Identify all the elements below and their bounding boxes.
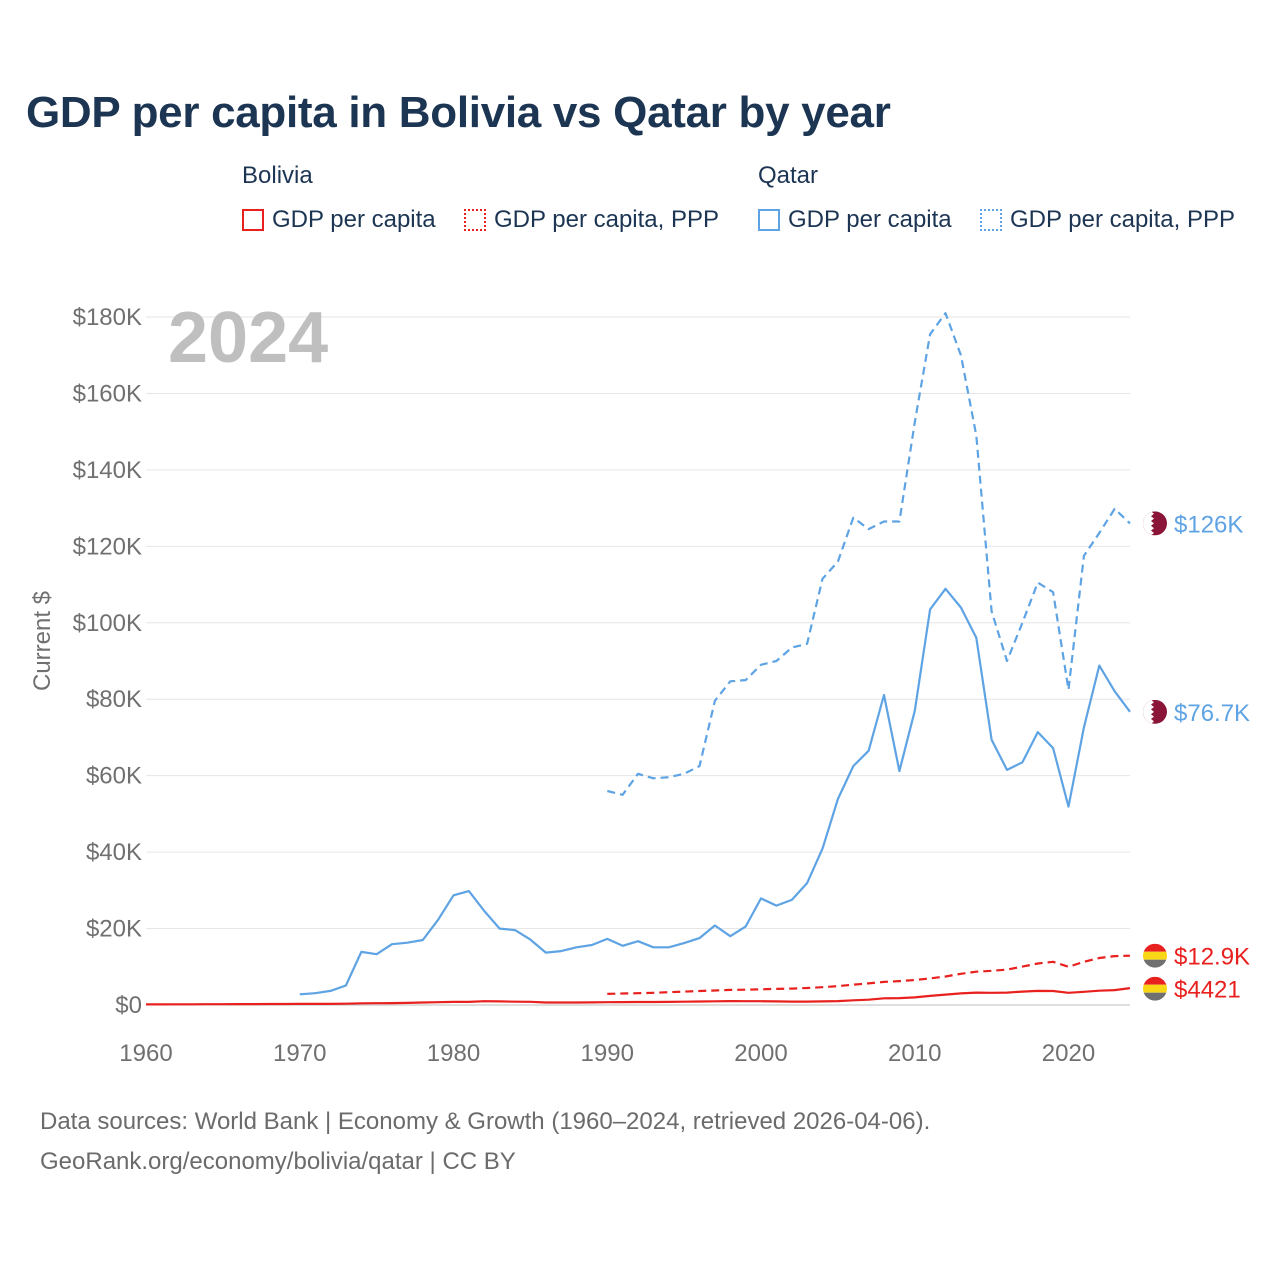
footer-sources: Data sources: World Bank | Economy & Gro… — [40, 1108, 931, 1135]
grid-lines — [146, 316, 1130, 1006]
y-axis-title: Current $ — [29, 591, 56, 691]
bolivia-flag-icon — [1143, 976, 1167, 1001]
x-tick-label: 1990 — [581, 1040, 634, 1067]
end-labels: $126K $76.7K $12.9K $4421 — [1143, 511, 1250, 1004]
x-tick-label: 1960 — [119, 1040, 172, 1067]
y-tick-label: $60K — [86, 763, 142, 790]
y-tick-label: $80K — [86, 686, 142, 713]
year-watermark: 2024 — [168, 298, 328, 378]
series-line-qatar_gdp — [299, 587, 1131, 996]
y-tick-label: $140K — [73, 457, 142, 484]
legend-label: GDP per capita, PPP — [494, 206, 719, 233]
series-line-qatar_ppp — [607, 312, 1131, 796]
legend-item-qatar-ppp[interactable]: GDP per capita, PPP — [980, 204, 1235, 236]
end-label-bolivia_gdp: $4421 — [1174, 977, 1241, 1004]
bolivia-flag-icon — [1143, 943, 1167, 968]
legend-label: GDP per capita — [788, 206, 952, 233]
legend-group-qatar: Qatar — [758, 162, 819, 189]
x-tick-label: 2020 — [1042, 1040, 1095, 1067]
x-tick-label: 2010 — [888, 1040, 941, 1067]
end-label-bolivia_ppp: $12.9K — [1174, 944, 1250, 971]
legend-label: GDP per capita, PPP — [1010, 206, 1235, 233]
series-line-bolivia_ppp — [607, 954, 1131, 995]
end-label-qatar_ppp: $126K — [1174, 511, 1243, 538]
series-line-bolivia_gdp — [146, 987, 1131, 1006]
legend-item-bolivia-gdp[interactable]: GDP per capita — [242, 204, 436, 236]
x-tick-label: 1980 — [427, 1040, 480, 1067]
y-tick-label: $120K — [73, 533, 142, 560]
legend-swatch-dotted-red — [464, 209, 486, 231]
x-tick-label: 1970 — [273, 1040, 326, 1067]
y-tick-label: $20K — [86, 916, 142, 943]
line-chart: $0 $20K $40K $60K $80K $100K $120K $140K $160K $1… — [29, 298, 1250, 1067]
legend-swatch-solid-blue — [758, 209, 780, 231]
chart-title: GDP per capita in Bolivia vs Qatar by ye… — [26, 88, 891, 137]
y-tick-label: $0 — [115, 992, 142, 1019]
y-tick-label: $40K — [86, 839, 142, 866]
y-tick-label: $100K — [73, 610, 142, 637]
end-label-qatar_gdp: $76.7K — [1174, 700, 1250, 727]
x-tick-label: 2000 — [734, 1040, 787, 1067]
series-lines — [146, 312, 1131, 1006]
legend-swatch-dotted-blue — [980, 209, 1002, 231]
y-tick-label: $160K — [73, 380, 142, 407]
legend-item-qatar-gdp[interactable]: GDP per capita — [758, 204, 952, 236]
footer-link[interactable]: GeoRank.org/economy/bolivia/qatar | CC B… — [40, 1148, 516, 1175]
qatar-flag-icon — [1143, 699, 1167, 724]
qatar-flag-icon — [1143, 511, 1167, 536]
legend-group-bolivia: Bolivia — [242, 162, 313, 189]
legend-item-bolivia-ppp[interactable]: GDP per capita, PPP — [464, 204, 719, 236]
axes: $0 $20K $40K $60K $80K $100K $120K $140K $160K $1… — [73, 304, 1096, 1067]
legend-label: GDP per capita — [272, 206, 436, 233]
y-tick-label: $180K — [73, 304, 142, 331]
legend-swatch-solid-red — [242, 209, 264, 231]
